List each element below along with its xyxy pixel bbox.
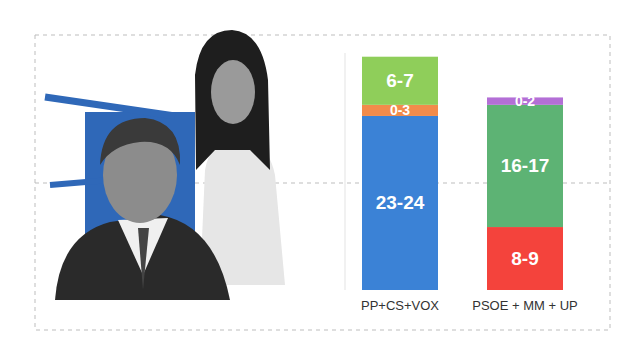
category-label: PP+CS+VOX (361, 298, 439, 313)
bar-segment (362, 57, 438, 105)
value-axis (345, 53, 346, 290)
bar-segment (362, 116, 438, 290)
category-label: PSOE + MM + UP (472, 298, 577, 313)
data-label: 8-9 (511, 248, 538, 269)
frame (35, 35, 610, 330)
data-label: 16-17 (501, 155, 550, 176)
chart-root: 23-24 0-3 6-7 8-9 16-17 0-2 PP+CS+VOX PSOE + MM… (0, 0, 640, 360)
data-labels: 23-24 0-3 6-7 8-9 16-17 0-2 (376, 70, 550, 269)
chart-svg: 23-24 0-3 6-7 8-9 16-17 0-2 PP+CS+VOX PSOE + MM… (0, 0, 640, 360)
blue-stroke (50, 180, 110, 185)
figure-face (211, 60, 255, 124)
data-label: 23-24 (376, 192, 425, 213)
figure-tie (138, 228, 149, 290)
blue-stroke (45, 97, 175, 116)
figure-hair (100, 118, 180, 165)
data-label: 0-2 (515, 93, 535, 109)
bars (362, 57, 563, 290)
data-label: 0-3 (390, 102, 410, 118)
bar-segment (487, 105, 563, 227)
portrait-illustration (45, 30, 285, 300)
bar-segment (487, 227, 563, 290)
figure-suit (55, 215, 230, 300)
data-label: 6-7 (386, 70, 413, 91)
figure-hair (195, 30, 270, 170)
